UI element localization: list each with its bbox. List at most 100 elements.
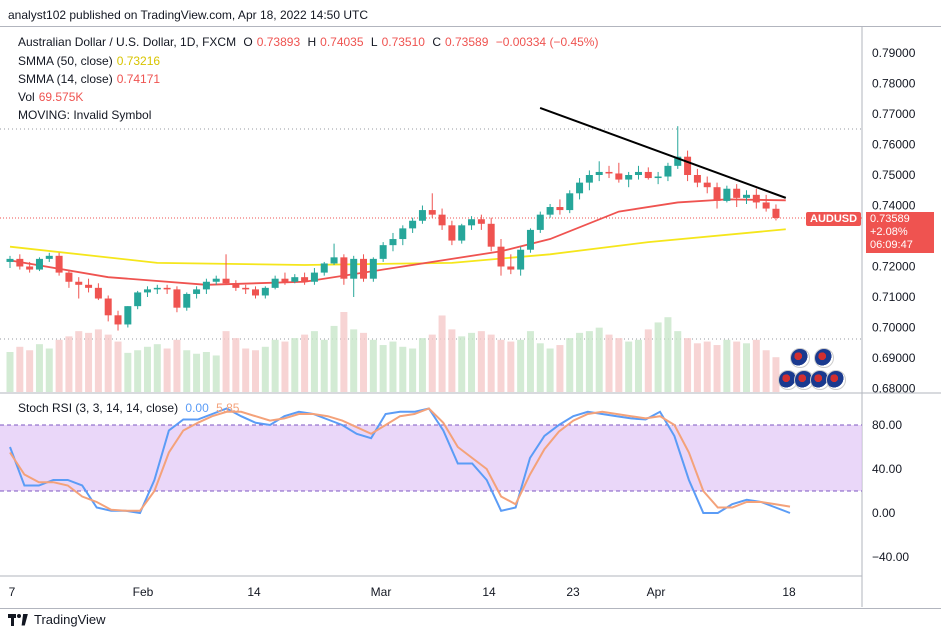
event-flag-icon[interactable]	[826, 370, 846, 390]
resistance-trendline	[539, 106, 787, 199]
candle-body	[104, 298, 112, 316]
stoch-k-value: 0.00	[185, 401, 209, 415]
volume-bar	[634, 339, 642, 392]
volume-bar	[693, 343, 701, 392]
volume-bar	[585, 331, 593, 392]
volume-bar	[281, 341, 289, 392]
volume-bar	[409, 348, 417, 392]
volume-bar	[6, 352, 14, 392]
candle-body	[252, 289, 259, 296]
ohlc-change: −0.00334 (−0.45%)	[495, 35, 599, 49]
volume-bar	[752, 339, 760, 392]
candle-body	[320, 263, 328, 273]
last-price-tag: 0.73589 +2.08% 06:09:47	[866, 212, 934, 253]
candle-body	[143, 289, 151, 293]
candle-body	[291, 277, 299, 282]
volume-bar	[723, 339, 731, 392]
candle-body	[576, 182, 584, 194]
volume-bar	[448, 329, 456, 392]
stoch-axis-label: −40.00	[872, 550, 909, 564]
smma50-legend[interactable]: SMMA (50, close) 0.73216	[18, 54, 161, 68]
volume-bar	[418, 338, 426, 392]
volume-bar	[222, 331, 230, 392]
candle-body	[487, 223, 495, 247]
stoch-band	[0, 425, 862, 491]
volume-value: 69.575K	[38, 90, 84, 104]
stoch-axis-label: 40.00	[872, 462, 902, 476]
stoch-title: Stoch RSI (3, 3, 14, 14, close)	[18, 401, 179, 415]
volume-bar	[684, 338, 692, 392]
volume-bar	[232, 338, 240, 392]
smma14-legend[interactable]: SMMA (14, close) 0.74171	[18, 72, 161, 86]
volume-bar	[350, 329, 358, 392]
stoch-k-line	[9, 407, 791, 515]
candle-body	[281, 278, 289, 282]
candle-body	[615, 173, 623, 180]
candle-body	[556, 207, 564, 211]
candle-body	[75, 281, 83, 285]
volume-bar	[134, 350, 142, 392]
ohlc-open: O 0.73893	[243, 35, 301, 49]
time-axis-label: 14	[482, 585, 496, 599]
volume-bar	[428, 334, 436, 392]
volume-bar	[143, 346, 151, 392]
candle-body	[340, 257, 348, 279]
volume-bar	[674, 331, 682, 392]
smma50-value: 0.73216	[116, 54, 161, 68]
candle-body	[526, 229, 534, 250]
volume-bar	[55, 339, 63, 392]
candle-body	[35, 258, 43, 270]
candle-body	[634, 171, 642, 175]
time-axis-label: Feb	[133, 585, 154, 599]
stoch-legend[interactable]: Stoch RSI (3, 3, 14, 14, close) 0.00 5.8…	[18, 401, 243, 415]
volume-bar	[252, 350, 259, 392]
event-flag-icon[interactable]	[790, 348, 810, 368]
symbol-tag: AUDUSD	[806, 212, 862, 226]
volume-bar	[487, 334, 495, 392]
candle-body	[193, 289, 201, 294]
bar-countdown: 06:09:47	[870, 239, 913, 251]
candle-body	[202, 281, 210, 290]
price-axis-label: 0.68000	[872, 382, 916, 396]
volume-bar	[85, 332, 93, 392]
volume-bar	[153, 344, 161, 392]
volume-bar	[762, 350, 770, 392]
event-flag-icon[interactable]	[814, 348, 834, 368]
time-axis-label: 23	[566, 585, 580, 599]
candle-body	[45, 255, 53, 259]
footer-brand[interactable]: TradingView	[8, 612, 106, 627]
volume-bar	[576, 332, 584, 392]
symbol-legend: Australian Dollar / U.S. Dollar, 1D, FXC…	[18, 35, 602, 49]
volume-bar	[438, 315, 446, 392]
volume-bar	[468, 332, 476, 392]
moving-legend[interactable]: MOVING: Invalid Symbol	[18, 108, 152, 122]
volume-bar	[389, 341, 397, 392]
volume-bar	[625, 341, 633, 392]
candle-body	[222, 278, 230, 284]
volume-bar	[536, 343, 544, 392]
volume-bar	[212, 355, 220, 392]
candle-body	[595, 171, 603, 175]
candle-body	[762, 202, 770, 209]
ohlc-high: H 0.74035	[307, 35, 364, 49]
candle-body	[693, 175, 701, 183]
candle-body	[163, 287, 171, 290]
candle-body	[94, 287, 102, 299]
candle-body	[664, 165, 672, 177]
candle-body	[684, 156, 692, 175]
candle-body	[654, 176, 662, 179]
volume-bar	[163, 348, 171, 392]
candle-body	[350, 258, 358, 279]
candle-body	[114, 315, 122, 325]
stoch-d-value: 5.85	[216, 401, 240, 415]
volume-bar	[497, 339, 505, 392]
price-axis-label: 0.69000	[872, 351, 916, 365]
volume-bar	[301, 334, 309, 392]
price-axis-label: 0.71000	[872, 290, 916, 304]
volume-bar	[369, 339, 377, 392]
time-axis-label: 7	[9, 585, 16, 599]
volume-legend[interactable]: Vol 69.575K	[18, 90, 84, 104]
candle-body	[507, 266, 515, 270]
volume-bar	[310, 331, 318, 392]
